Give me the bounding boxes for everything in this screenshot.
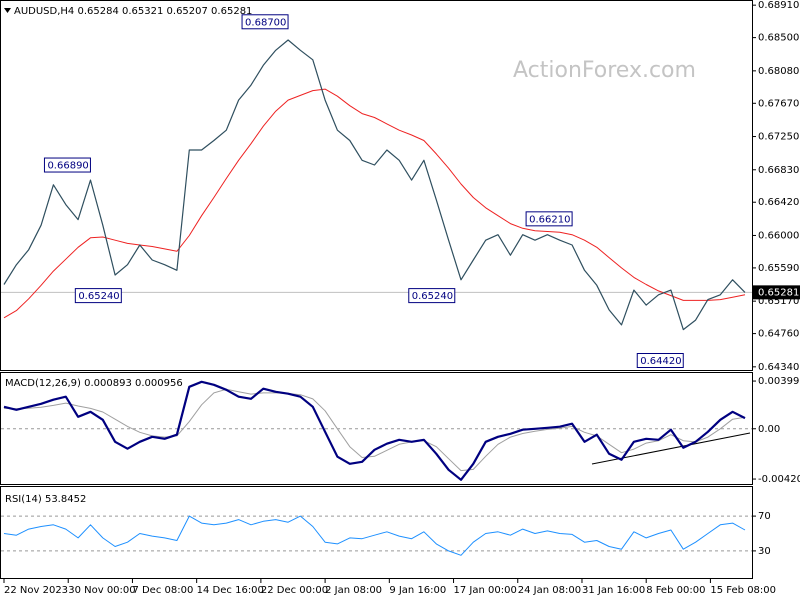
annotation-box bbox=[43, 157, 91, 173]
x-tick-label: 8 Feb 00:00 bbox=[646, 585, 705, 596]
menu-triangle bbox=[4, 8, 11, 13]
y-tick-label: 0.67250 bbox=[758, 132, 799, 143]
annotation-label: 0.66890 bbox=[47, 161, 88, 172]
y-tick-label: 0.68500 bbox=[758, 33, 799, 44]
last-price-label: 0.65281 bbox=[758, 287, 799, 298]
series-line bbox=[3, 380, 746, 481]
x-tick-label: 15 Feb 08:00 bbox=[710, 585, 776, 596]
y-tick-label: 0.66000 bbox=[758, 230, 799, 241]
annotation-label: 0.64420 bbox=[640, 356, 681, 367]
series-line bbox=[3, 88, 746, 319]
annotation-label: 0.66210 bbox=[529, 214, 570, 225]
series-line bbox=[3, 388, 746, 472]
y-tick-label: 0.65170 bbox=[758, 296, 799, 307]
last-price-box bbox=[753, 285, 800, 300]
x-tick-label: 22 Nov 2023 bbox=[4, 585, 68, 596]
y-tick-label: 0.68080 bbox=[758, 66, 799, 77]
x-tick-label: 7 Dec 08:00 bbox=[132, 585, 193, 596]
y-tick-label: 0.66420 bbox=[758, 197, 799, 208]
x-tick-label: 14 Dec 16:00 bbox=[197, 585, 264, 596]
annotation-box bbox=[636, 353, 684, 369]
annotation-box bbox=[241, 14, 289, 30]
annotation-box bbox=[74, 288, 122, 304]
annotation-label: 0.65240 bbox=[412, 291, 453, 302]
series-line bbox=[3, 515, 746, 556]
panel-title: RSI(14) 53.8452 bbox=[5, 494, 86, 505]
annotation-label: 0.65240 bbox=[78, 291, 119, 302]
x-tick-label: 22 Dec 00:00 bbox=[261, 585, 328, 596]
x-tick-label: 24 Jan 08:00 bbox=[518, 585, 581, 596]
panel-title: MACD(12,26,9) 0.000893 0.000956 bbox=[5, 378, 183, 389]
x-tick-label: 30 Nov 00:00 bbox=[68, 585, 135, 596]
y-tick-label: 0.67670 bbox=[758, 98, 799, 109]
y-tick-label: 0.68910 bbox=[758, 0, 799, 11]
annotation-label: 0.68700 bbox=[245, 17, 286, 28]
y-tick-label: 0.64760 bbox=[758, 329, 799, 340]
x-tick-label: 31 Jan 16:00 bbox=[582, 585, 645, 596]
y-tick-label: 0.00399 bbox=[758, 376, 799, 387]
watermark: ActionForex.com bbox=[513, 58, 696, 83]
annotation-box bbox=[408, 288, 456, 304]
x-tick-label: 2 Jan 08:00 bbox=[325, 585, 382, 596]
x-tick-label: 17 Jan 00:00 bbox=[454, 585, 517, 596]
y-tick-label: 0.65590 bbox=[758, 263, 799, 274]
price-panel bbox=[0, 0, 753, 371]
y-tick-label: -0.004206 bbox=[758, 474, 800, 485]
y-tick-label: 30 bbox=[758, 546, 771, 557]
y-tick-label: 0.00 bbox=[758, 424, 780, 435]
rsi-panel bbox=[0, 486, 753, 579]
y-tick-label: 70 bbox=[758, 511, 771, 522]
panel-title: AUDUSD,H4 0.65284 0.65321 0.65207 0.6528… bbox=[14, 6, 252, 17]
y-tick-label: 0.64340 bbox=[758, 362, 799, 373]
x-tick-label: 9 Jan 16:00 bbox=[389, 585, 446, 596]
annotation-box bbox=[525, 211, 573, 227]
y-tick-label: 0.66830 bbox=[758, 165, 799, 176]
series-line bbox=[3, 39, 746, 331]
